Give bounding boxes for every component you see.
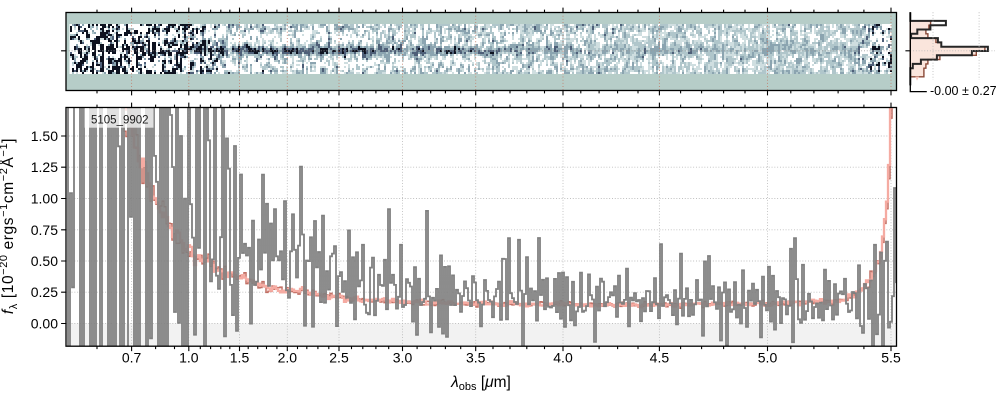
svg-text:1.50: 1.50 bbox=[31, 128, 58, 144]
svg-text:2.5: 2.5 bbox=[329, 350, 349, 366]
svg-text:-0.00 ± 0.27: -0.00 ± 0.27 bbox=[930, 84, 997, 98]
svg-text:1.0: 1.0 bbox=[179, 350, 199, 366]
svg-text:0.00: 0.00 bbox=[31, 316, 58, 332]
svg-text:0.50: 0.50 bbox=[31, 253, 58, 269]
svg-text:4.5: 4.5 bbox=[650, 350, 670, 366]
svg-text:fλ [10−20 ergs−1cm−2Å−1]: fλ [10−20 ergs−1cm−2Å−1] bbox=[0, 138, 20, 314]
svg-text:4.0: 4.0 bbox=[553, 350, 573, 366]
svg-text:0.7: 0.7 bbox=[122, 350, 142, 366]
svg-text:5.0: 5.0 bbox=[758, 350, 778, 366]
svg-text:5.5: 5.5 bbox=[881, 350, 901, 366]
svg-text:2.0: 2.0 bbox=[278, 350, 298, 366]
svg-text:λobs [μm]: λobs [μm] bbox=[450, 374, 511, 393]
svg-text:1.00: 1.00 bbox=[31, 191, 58, 207]
svg-text:3.5: 3.5 bbox=[466, 350, 486, 366]
svg-text:0.75: 0.75 bbox=[31, 222, 58, 238]
svg-text:5105_9902: 5105_9902 bbox=[91, 115, 149, 127]
svg-text:0.25: 0.25 bbox=[31, 284, 58, 300]
svg-text:3.0: 3.0 bbox=[393, 350, 413, 366]
svg-text:1.25: 1.25 bbox=[31, 159, 58, 175]
svg-text:1.5: 1.5 bbox=[230, 350, 250, 366]
